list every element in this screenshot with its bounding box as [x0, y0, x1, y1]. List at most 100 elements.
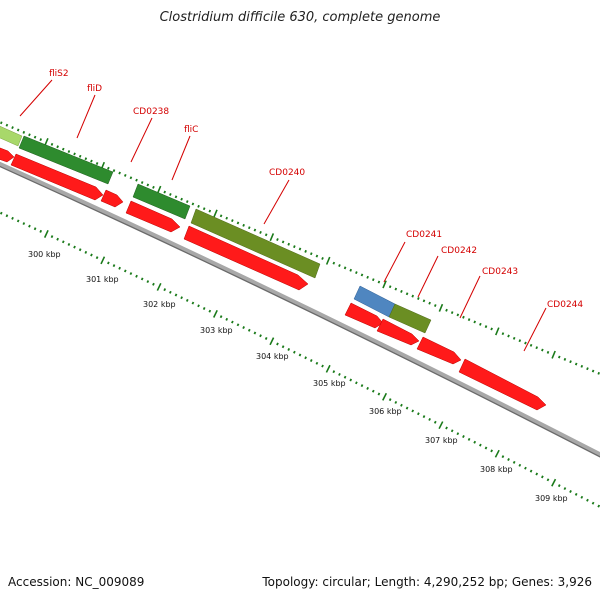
minor-tick: [597, 504, 600, 508]
cds-arrow[interactable]: [416, 336, 462, 365]
minor-tick: [309, 252, 313, 256]
feature-fliD-upper[interactable]: [18, 135, 114, 185]
minor-tick: [73, 245, 76, 249]
minor-tick: [73, 152, 76, 156]
minor-tick: [343, 375, 347, 379]
minor-tick: [467, 437, 471, 441]
minor-tick: [112, 169, 116, 173]
minor-tick: [479, 443, 482, 447]
minor-tick: [417, 297, 420, 300]
minor-tick: [405, 406, 409, 410]
callout-line-CD0244: [523, 307, 547, 352]
inner-tick-ring: [0, 211, 600, 508]
minor-tick: [140, 181, 144, 185]
minor-tick: [163, 288, 167, 292]
minor-tick: [22, 130, 26, 134]
callout-line-CD0242: [417, 255, 439, 298]
feature-fliS2-upper[interactable]: [0, 124, 23, 147]
minor-tick: [56, 145, 59, 149]
minor-tick: [287, 242, 291, 246]
minor-tick: [512, 336, 516, 340]
tick-label: 300 kbp: [28, 250, 61, 259]
minor-tick: [11, 126, 14, 130]
minor-tick: [219, 315, 223, 319]
feature-fliC-upper[interactable]: [132, 183, 191, 220]
minor-tick: [535, 346, 539, 350]
tick-label: 305 kbp: [313, 379, 346, 388]
cds-arrow[interactable]: [344, 302, 384, 329]
minor-tick: [197, 304, 200, 308]
minor-tick: [129, 272, 133, 276]
minor-tick: [95, 162, 99, 165]
minor-tick: [225, 317, 229, 321]
minor-tick: [180, 296, 183, 300]
minor-tick: [231, 219, 234, 223]
minor-tick: [185, 200, 189, 204]
callout-line-CD0238: [130, 117, 153, 163]
minor-tick: [355, 381, 358, 385]
minor-tick: [535, 472, 539, 476]
minor-tick: [388, 398, 392, 402]
minor-tick: [169, 193, 172, 196]
minor-tick: [524, 341, 527, 345]
minor-tick: [191, 301, 195, 305]
minor-tick: [428, 417, 431, 421]
feature-CD0240-upper[interactable]: [190, 208, 321, 279]
minor-tick: [135, 178, 138, 182]
gene-label-CD0240[interactable]: CD0240: [269, 168, 305, 178]
cds-arrow[interactable]: [100, 189, 124, 208]
cds-arrow[interactable]: [376, 318, 420, 346]
major-tick: [438, 303, 444, 312]
tick-label: 308 kbp: [480, 465, 513, 474]
minor-tick: [597, 371, 600, 375]
gene-label-fliC[interactable]: fliC: [184, 125, 198, 135]
cds-arrow[interactable]: [458, 358, 547, 411]
gene-label-CD0244[interactable]: CD0244: [547, 300, 583, 310]
minor-tick: [118, 266, 121, 270]
minor-tick: [276, 342, 279, 346]
gene-label-CD0238[interactable]: CD0238: [133, 107, 169, 117]
gene-label-CD0242[interactable]: CD0242: [441, 246, 477, 256]
minor-tick: [107, 261, 110, 265]
gene-label-fliS2[interactable]: fliS2: [49, 69, 69, 79]
minor-tick: [462, 315, 465, 319]
minor-tick: [123, 173, 127, 177]
minor-tick: [208, 309, 212, 313]
cds-arrow[interactable]: [183, 225, 309, 291]
minor-tick: [28, 224, 31, 228]
minor-tick: [197, 204, 200, 208]
feature-CD0242-upper[interactable]: [388, 303, 432, 334]
minor-tick: [456, 313, 460, 317]
callout-line-fliS2: [19, 79, 53, 117]
gene-label-CD0241[interactable]: CD0241: [406, 230, 442, 240]
minor-tick: [90, 159, 93, 163]
minor-tick: [16, 219, 20, 223]
tick-label: 309 kbp: [535, 494, 568, 503]
gene-feature-track: [0, 124, 432, 334]
cds-arrow[interactable]: [0, 146, 15, 163]
minor-tick: [39, 229, 43, 233]
major-tick: [213, 209, 218, 218]
minor-tick: [501, 332, 505, 336]
minor-tick: [433, 304, 437, 307]
minor-tick: [84, 250, 88, 254]
minor-tick: [118, 171, 121, 175]
minor-tick: [490, 449, 493, 453]
minor-tick: [360, 273, 364, 277]
minor-tick: [22, 222, 26, 226]
gene-label-CD0243[interactable]: CD0243: [482, 267, 518, 277]
minor-tick: [247, 226, 251, 230]
gene-label-fliD[interactable]: fliD: [87, 84, 102, 94]
cds-arrow[interactable]: [10, 153, 104, 201]
cds-arrow[interactable]: [125, 200, 181, 233]
minor-tick: [33, 227, 37, 231]
minor-tick: [146, 183, 150, 187]
minor-tick: [462, 435, 465, 439]
major-tick: [212, 309, 218, 318]
minor-tick: [563, 487, 567, 491]
minor-tick: [208, 209, 212, 213]
minor-tick: [541, 475, 544, 479]
minor-tick: [484, 325, 488, 329]
minor-tick: [5, 214, 9, 218]
